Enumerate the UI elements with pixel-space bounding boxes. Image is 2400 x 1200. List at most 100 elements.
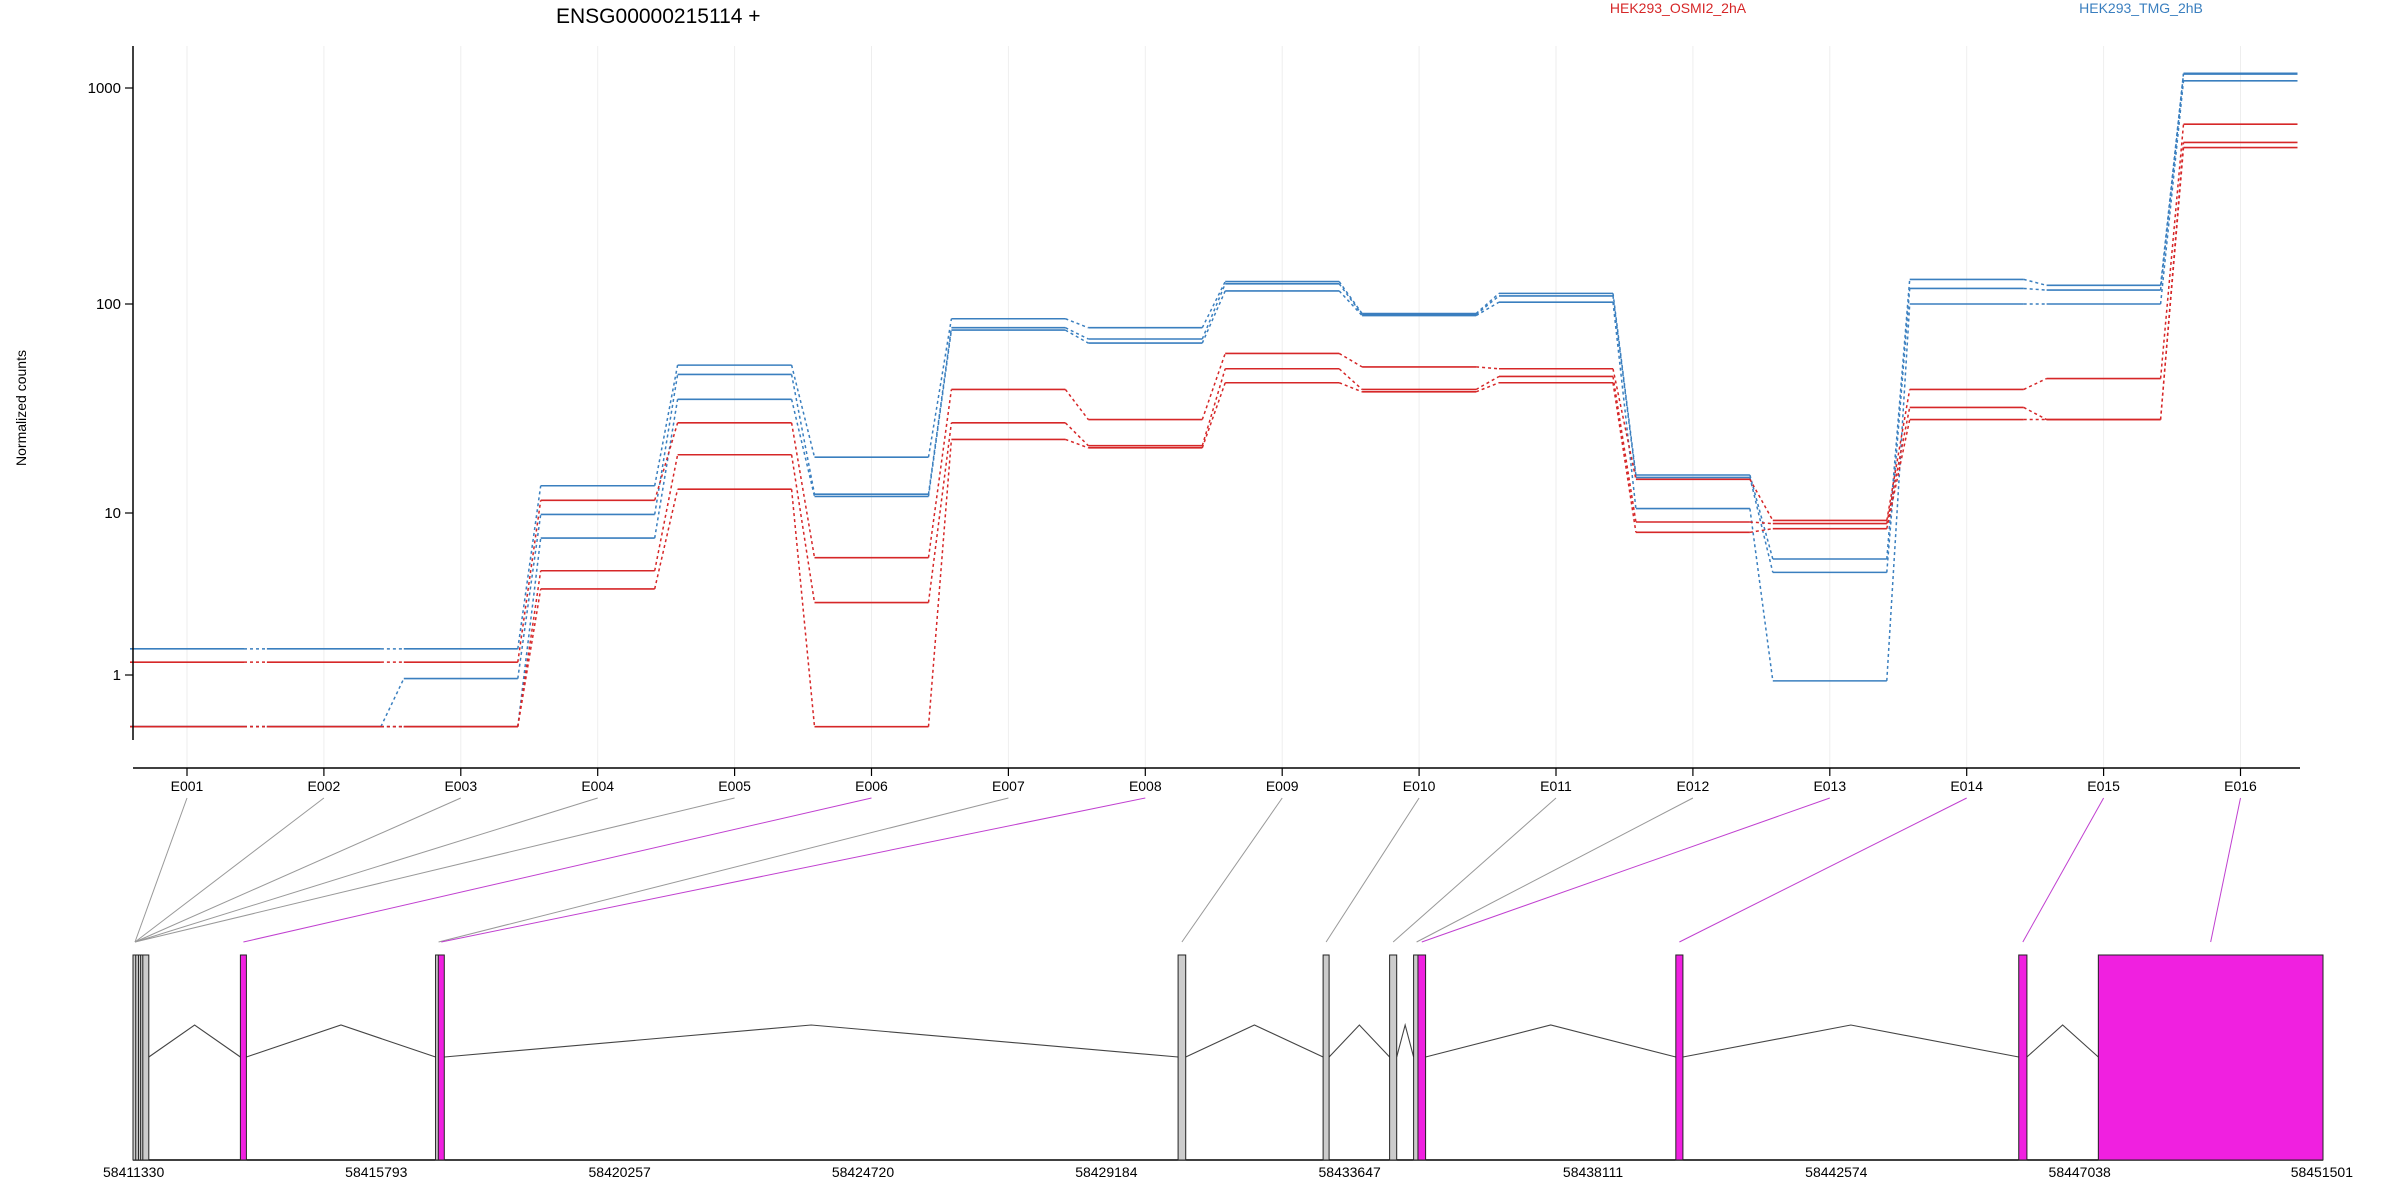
series-1-connector — [790, 374, 816, 495]
x-tick-label-e012: E012 — [1677, 778, 1710, 794]
series-0-connector — [1886, 279, 1911, 560]
gene-model: 58411330 58415793 58420257 58424720 58429184… — [103, 954, 2354, 1180]
series-0-connector — [2023, 278, 2047, 287]
series-4-connector — [927, 422, 953, 603]
exon-block-e011 — [1389, 954, 1398, 1161]
x-tick-label-e001: E001 — [171, 778, 204, 794]
connector-e014 — [1679, 797, 1967, 943]
series-2-connector — [517, 538, 542, 727]
chart-title: ENSG00000215114 + — [556, 5, 761, 28]
connector-e011 — [1392, 797, 1557, 943]
x-tick-label-e014: E014 — [1950, 778, 1983, 794]
genomic-tick-label: 58424720 — [832, 1164, 895, 1180]
axes: 1 10 100 1000 E001 E002 E003 E004 E005 E006 E007 E0… — [88, 46, 2300, 794]
intron-line — [1328, 1024, 1391, 1058]
series-5-connector — [1338, 382, 1363, 393]
exon-block-e005 — [142, 954, 150, 1161]
series-3-connector — [2159, 124, 2185, 379]
series-0-connector — [790, 364, 816, 458]
connector-e004 — [134, 797, 598, 943]
connector-e007 — [438, 797, 1009, 943]
connector-e010 — [1325, 797, 1420, 943]
y-tick-label: 10 — [104, 505, 121, 522]
series-3-connector — [517, 500, 542, 663]
series-3-connector — [1476, 366, 1500, 370]
series-2-connector — [1475, 301, 1500, 317]
intron-line — [444, 1024, 1179, 1058]
exon-block-e016 — [2097, 954, 2324, 1161]
series-4-connector — [1338, 368, 1363, 391]
series-2-connector — [790, 399, 816, 497]
series-0-connector — [517, 485, 542, 649]
series-5-connector — [1475, 382, 1500, 393]
connector-e015 — [2022, 797, 2105, 943]
connector-e006 — [243, 797, 872, 943]
series-2-connector — [1065, 329, 1089, 344]
series-4-connector — [1612, 376, 1637, 523]
series-1-connector — [1201, 283, 1226, 340]
legend-entry-tmg: HEK293_TMG_2hB — [2079, 0, 2203, 16]
series-3-connector — [927, 389, 953, 558]
series-2-connector — [1886, 303, 1911, 681]
genomic-tick-label: 58447038 — [2049, 1164, 2112, 1180]
x-tick-label-e015: E015 — [2087, 778, 2120, 794]
exon-block-e015 — [2018, 954, 2028, 1161]
series-5-connector — [1201, 382, 1226, 449]
exon-block-e008 — [437, 954, 445, 1161]
series-5-connector — [1612, 382, 1637, 533]
connector-e013 — [1421, 797, 1830, 943]
series-3-connector — [1612, 368, 1637, 480]
x-tick-label-e005: E005 — [718, 778, 751, 794]
x-tick-label-e011: E011 — [1540, 778, 1572, 794]
series-2-connector — [1612, 302, 1637, 509]
connector-e001 — [134, 797, 188, 943]
series-4-connector — [2023, 406, 2047, 421]
series-0-connector — [1065, 318, 1089, 329]
series-3-connector — [790, 422, 816, 558]
series-2-connector — [2159, 80, 2185, 305]
series-1-connector — [2023, 287, 2047, 291]
series-0-connector — [1749, 474, 1774, 560]
x-tick-label-e007: E007 — [992, 778, 1025, 794]
exon-block-e006 — [239, 954, 247, 1161]
y-tick-label: 1000 — [88, 80, 121, 97]
genomic-tick-label: 58451501 — [2291, 1164, 2354, 1180]
series-1-connector — [1338, 283, 1363, 316]
exon-block-e014 — [1675, 954, 1684, 1161]
series-3-connector — [1338, 352, 1363, 368]
connector-e012 — [1416, 797, 1694, 943]
connector-e002 — [134, 797, 325, 943]
series-1-connector — [1612, 295, 1637, 478]
series-2-connector — [1749, 508, 1774, 681]
series-3-connector — [1749, 478, 1774, 521]
series-0-connector — [653, 364, 679, 486]
series-4-connector — [790, 454, 816, 603]
intron-line — [1185, 1024, 1324, 1058]
exon-block-e013 — [1417, 954, 1427, 1161]
x-tick-label-e006: E006 — [855, 778, 888, 794]
connector-e009 — [1181, 797, 1283, 943]
intron-line — [1425, 1024, 1676, 1058]
series-4-connector — [1475, 375, 1500, 391]
connector-e003 — [134, 797, 462, 943]
series-3-connector — [653, 422, 679, 501]
x-tick-label-e008: E008 — [1129, 778, 1162, 794]
series-3-connector — [2023, 377, 2047, 391]
genomic-tick-label: 58415793 — [345, 1164, 408, 1180]
genomic-tick-label: 58420257 — [589, 1164, 652, 1180]
x-tick-label-e002: E002 — [308, 778, 341, 794]
series-0-connector — [1475, 292, 1500, 315]
genomic-tick-label: 58429184 — [1075, 1164, 1138, 1180]
series-3-connector — [1064, 389, 1089, 420]
intron-line — [148, 1024, 241, 1058]
x-tick-label-e009: E009 — [1266, 778, 1299, 794]
series-3-connector — [1886, 389, 1911, 521]
legend-entry-osmi: HEK293_OSMI2_2hA — [1610, 0, 1747, 16]
series-1-connector — [653, 374, 679, 515]
intron-line — [246, 1024, 436, 1058]
series-layer — [130, 72, 2298, 728]
x-tick-label-e003: E003 — [444, 778, 477, 794]
series-5-connector — [517, 588, 542, 727]
intron-line — [1396, 1022, 1415, 1058]
